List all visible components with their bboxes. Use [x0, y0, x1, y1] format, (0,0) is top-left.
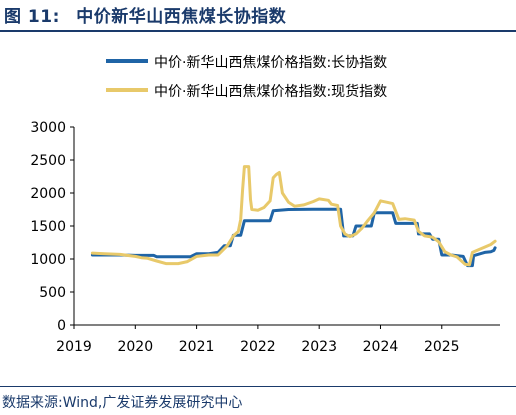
- figure-label: 图 11:: [4, 7, 60, 27]
- x-tick-label: 2024: [363, 339, 399, 355]
- title-rule: [0, 30, 516, 32]
- legend-label-long-contract: 中价·新华山西焦煤价格指数:长协指数: [154, 55, 387, 71]
- y-tick-label: 3000: [30, 120, 66, 136]
- series-line-long-contract: [90, 207, 497, 268]
- figure-title: 图 11: 中价新华山西焦煤长协指数: [4, 2, 286, 27]
- figure-title-text: 中价新华山西焦煤长协指数: [76, 7, 287, 27]
- legend-label-spot: 中价·新华山西焦煤价格指数:现货指数: [154, 83, 387, 100]
- x-tick-label: 2020: [117, 339, 153, 355]
- x-tick-label: 2023: [301, 339, 337, 355]
- y-tick-label: 1500: [30, 219, 66, 235]
- y-tick-label: 2000: [30, 186, 66, 202]
- x-tick-label: 2019: [56, 339, 92, 355]
- y-tick-label: 0: [57, 318, 66, 334]
- y-tick-label: 1000: [30, 252, 66, 268]
- series-line-spot: [90, 165, 497, 267]
- source-note: 数据来源:Wind,广发证券发展研究中心: [2, 395, 243, 411]
- y-tick-label: 2500: [30, 153, 66, 169]
- y-tick-label: 500: [39, 285, 66, 301]
- source-rule: [0, 386, 516, 387]
- x-tick-label: 2025: [424, 339, 460, 355]
- x-tick-label: 2021: [179, 339, 215, 355]
- line-chart: 0 500 1000 1500 2000 2500 3000 2019 2020 2021 2022…: [30, 55, 500, 355]
- x-tick-label: 2022: [240, 339, 276, 355]
